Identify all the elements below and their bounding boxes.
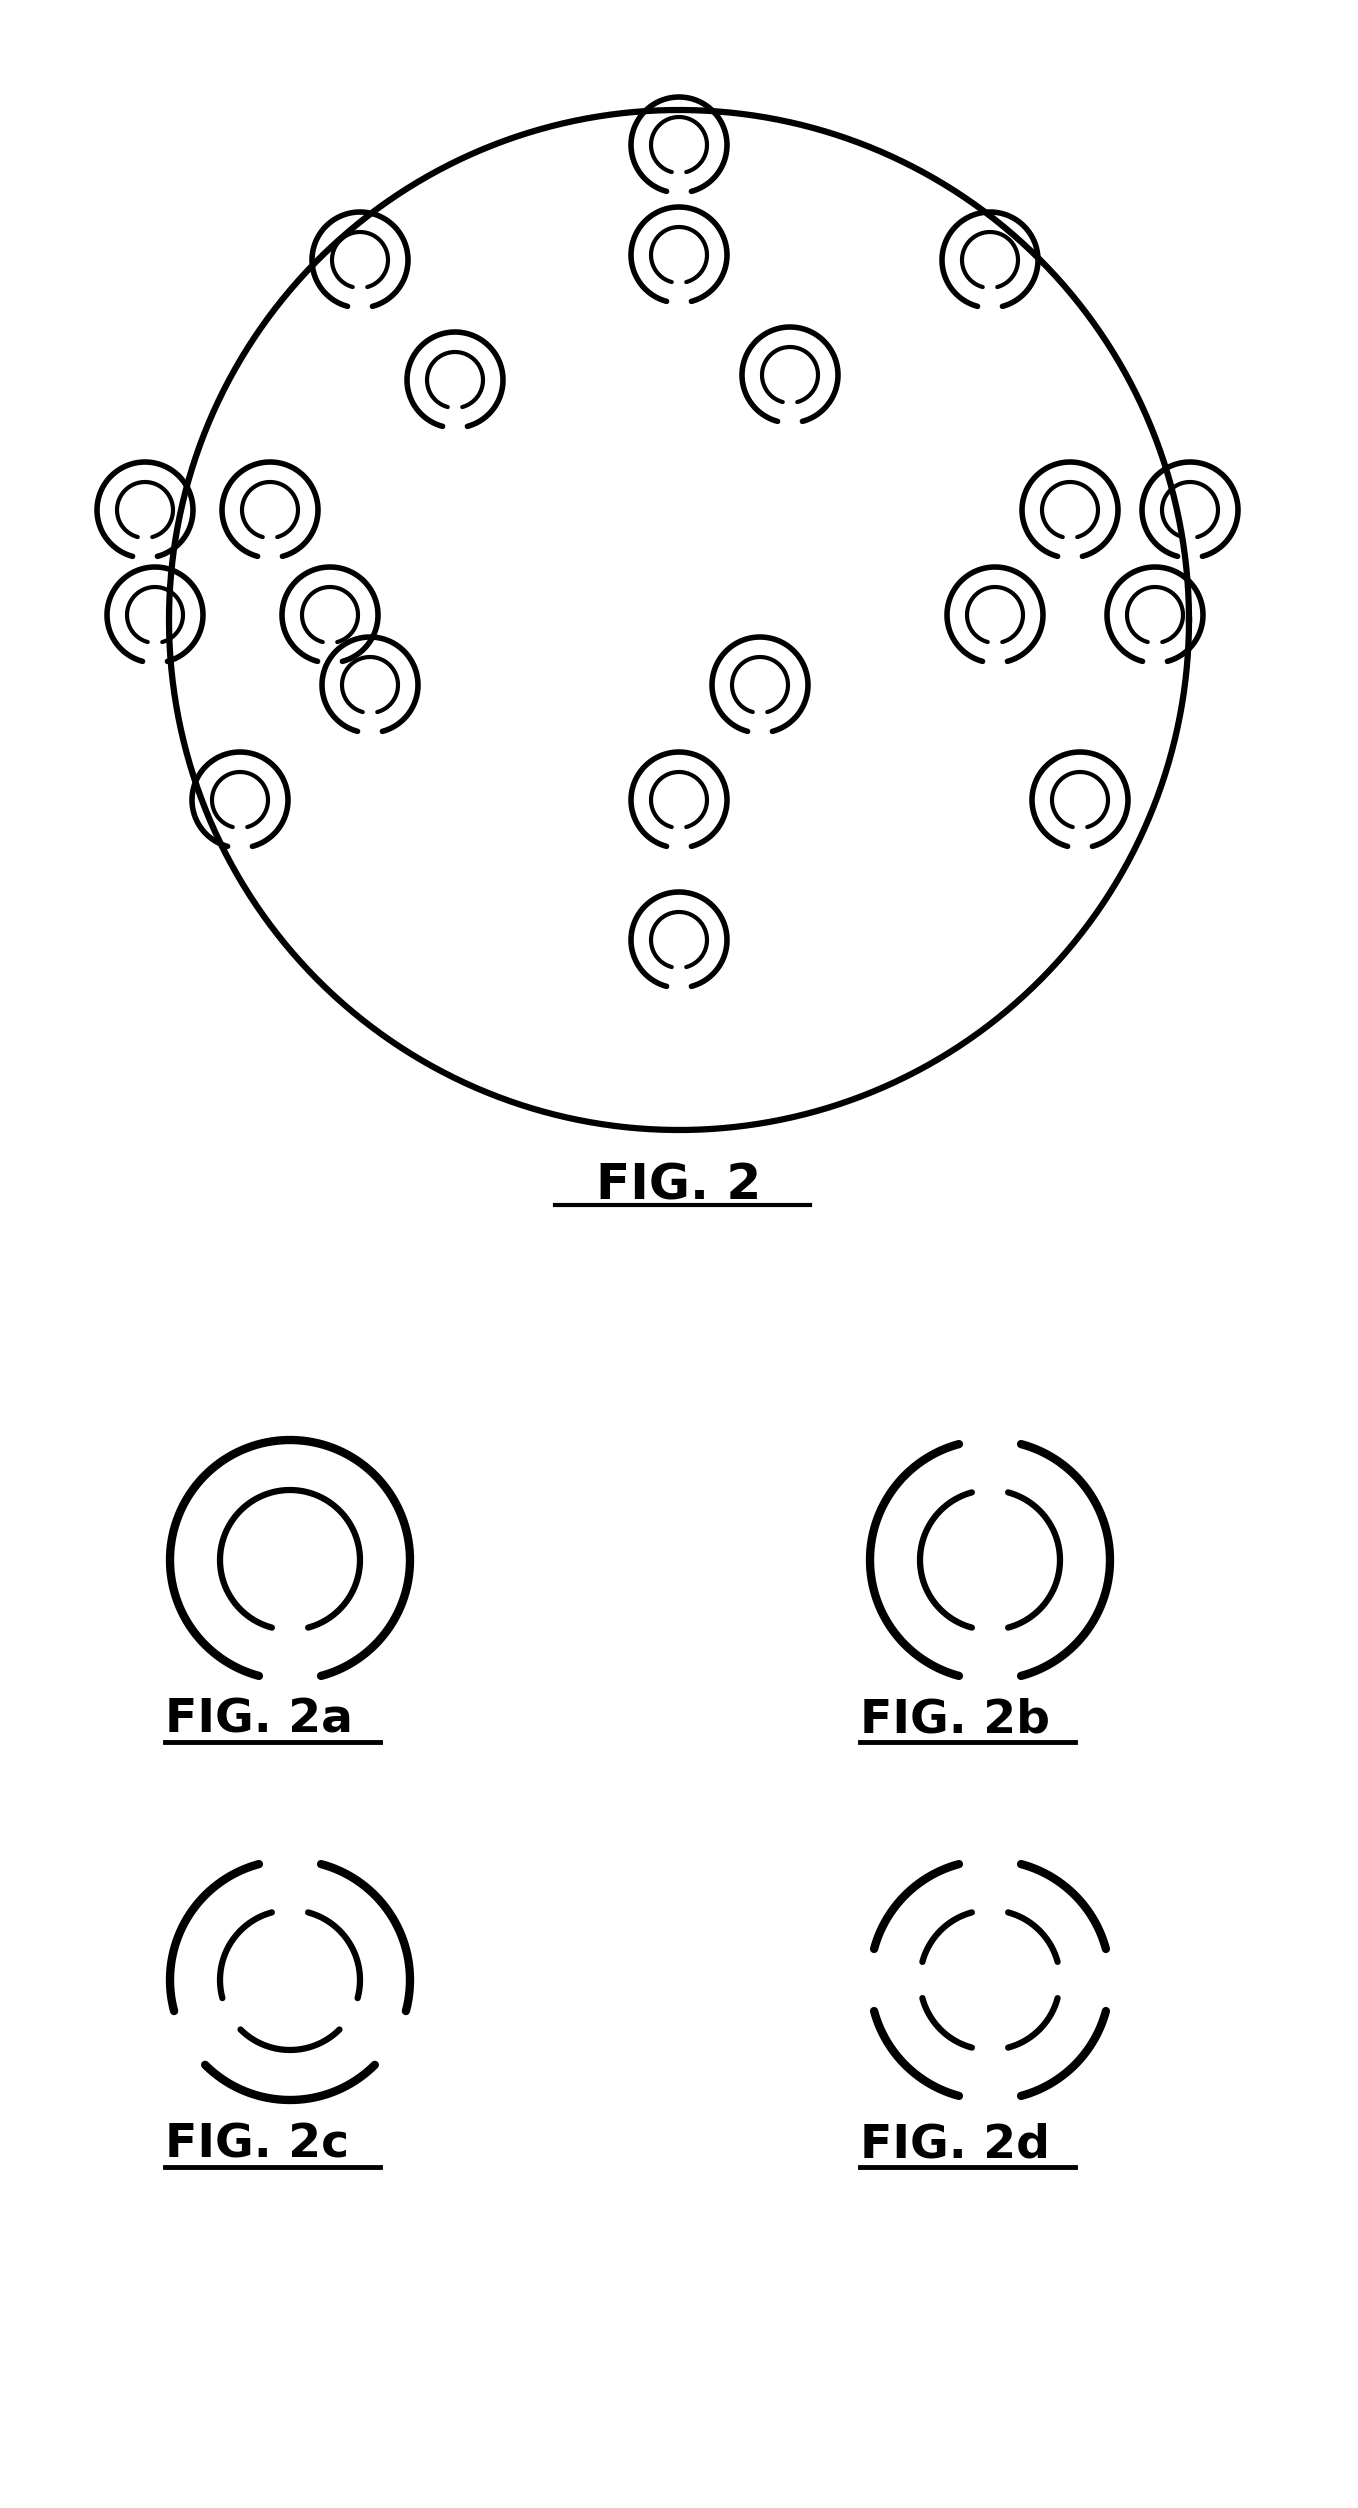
Text: FIG. 2b: FIG. 2b <box>860 1698 1050 1743</box>
Text: FIG. 2: FIG. 2 <box>596 1161 762 1209</box>
Text: FIG. 2a: FIG. 2a <box>166 1698 353 1743</box>
Text: FIG. 2d: FIG. 2d <box>860 2122 1050 2167</box>
Text: FIG. 2c: FIG. 2c <box>166 2122 349 2167</box>
